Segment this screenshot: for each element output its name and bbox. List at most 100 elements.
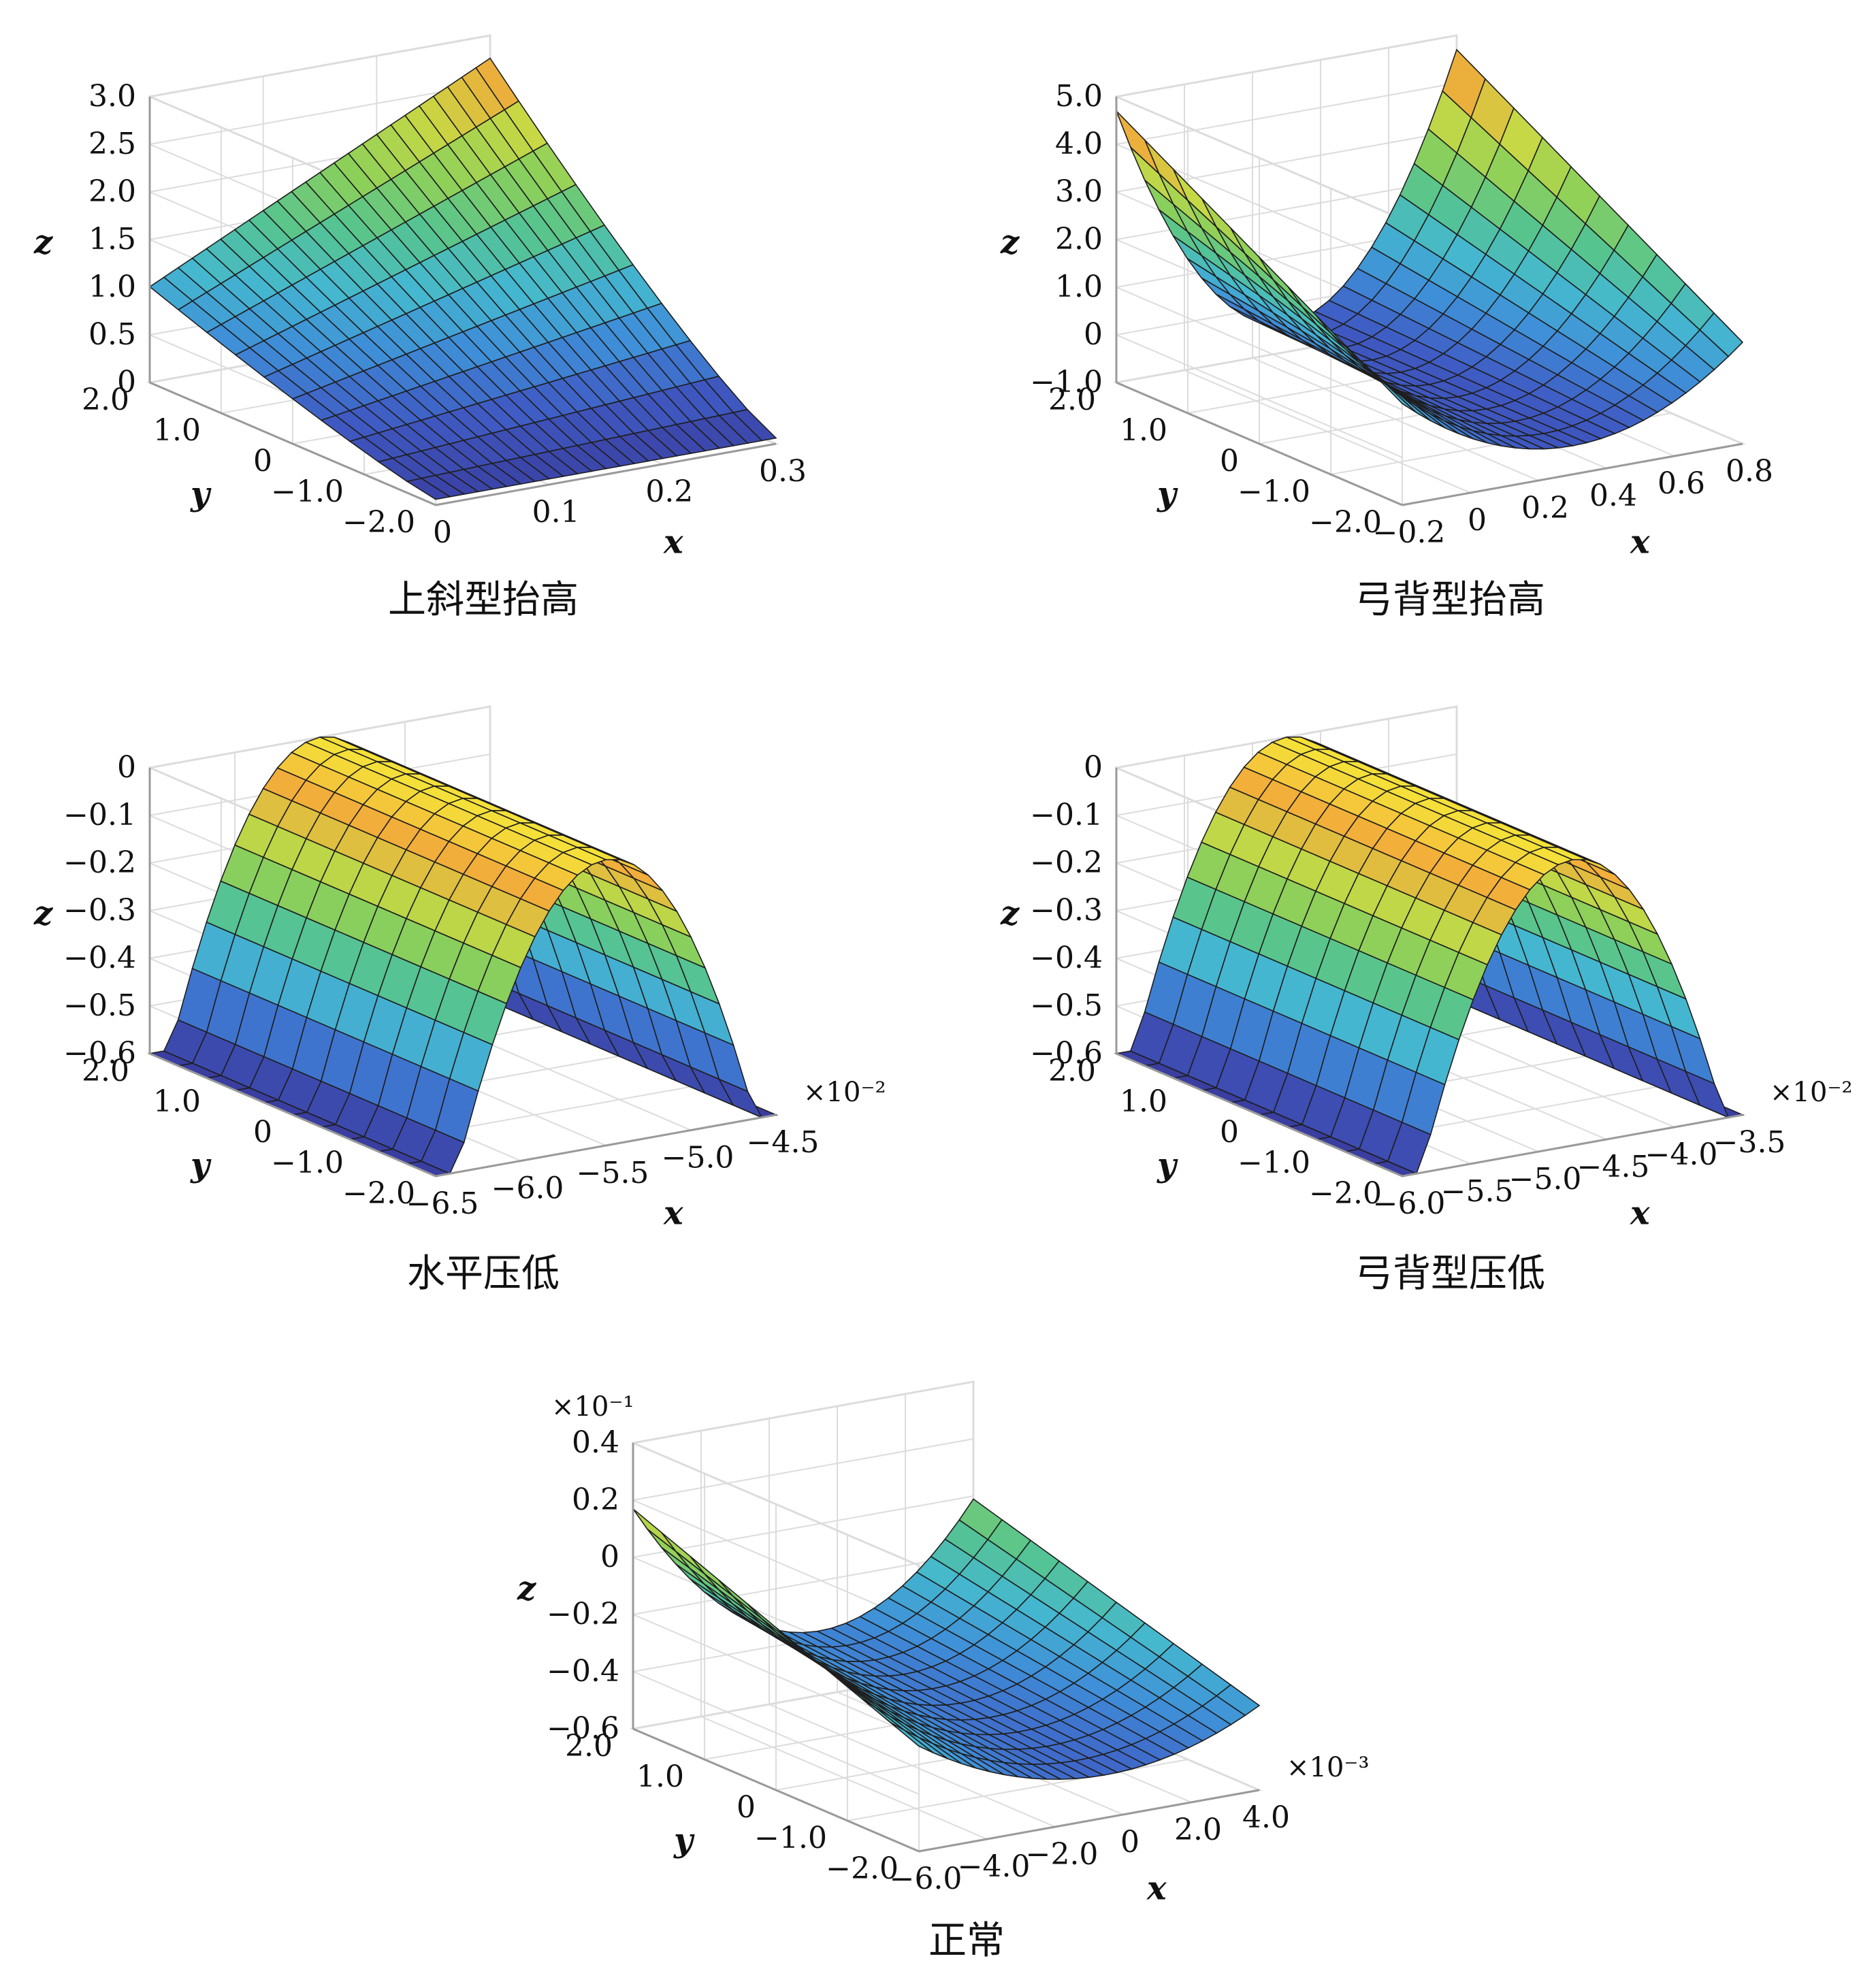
- x-tick-label: 0.6: [1657, 466, 1705, 501]
- grid-line: [632, 1438, 974, 1501]
- z-tick-label: 0: [117, 750, 136, 785]
- x-tick-label: −6.0: [491, 1171, 564, 1206]
- z-tick-label: −0.3: [1030, 893, 1103, 928]
- y-tick-label: −1.0: [1238, 1146, 1310, 1180]
- z-axis-label: z: [1000, 894, 1020, 932]
- x-tick-label: 0.4: [1589, 478, 1637, 513]
- x-tick-label: −6.0: [890, 1862, 963, 1896]
- axis-line: [1402, 442, 1743, 506]
- surface-plot-5: −6.0−4.0−2.0 0 2.0 4.02.01.00−1.0−2.0−0.6−0…: [517, 1380, 1370, 1963]
- z-tick-label: 2.5: [88, 127, 136, 161]
- z-tick-label: −0.2: [63, 845, 136, 880]
- y-tick-label: 0: [1220, 444, 1239, 478]
- y-tick-label: −2.0: [342, 505, 415, 540]
- y-tick-label: 0: [253, 1115, 272, 1150]
- axis-line: [632, 1727, 920, 1853]
- z-tick-label: −0.2: [547, 1597, 619, 1631]
- grid-line: [149, 82, 491, 145]
- y-tick-label: −2.0: [1309, 505, 1382, 540]
- y-axis-label: y: [1157, 1146, 1178, 1184]
- surface-mesh: [632, 1498, 1261, 1780]
- y-tick-label: 2.0: [1048, 1054, 1096, 1088]
- x-tick-label: −6.5: [406, 1186, 479, 1221]
- x-tick-label: −6.0: [1373, 1186, 1446, 1221]
- z-tick-label: −0.5: [63, 988, 136, 1023]
- y-tick-label: −1.0: [271, 1146, 344, 1180]
- grid-line: [632, 1614, 920, 1738]
- surface-mesh: [148, 57, 777, 500]
- y-tick-label: 2.0: [565, 1729, 613, 1764]
- z-tick-label: −0.5: [1030, 988, 1103, 1023]
- axes-frame: [148, 768, 777, 1178]
- x-tick-label: −5.5: [1441, 1174, 1514, 1209]
- x-tick-label: −4.5: [747, 1125, 820, 1160]
- axes-frame: [1115, 768, 1743, 1178]
- x-tick-label: −4.0: [1645, 1137, 1718, 1172]
- y-tick-label: 2.0: [82, 1054, 129, 1088]
- x-tick-label: 0: [1120, 1825, 1139, 1860]
- z-axis-label: z: [517, 1570, 537, 1608]
- axes-frame: [1115, 97, 1743, 506]
- axis-line: [149, 381, 436, 506]
- x-exponent-label: ×10⁻²: [803, 1077, 886, 1108]
- y-tick-label: −1.0: [1238, 474, 1310, 509]
- z-tick-label: 1.5: [88, 222, 136, 257]
- y-tick-label: 0: [737, 1790, 756, 1825]
- grid-line: [1116, 334, 1403, 458]
- grid-line: [632, 1553, 974, 1615]
- z-tick-label: 0: [1084, 750, 1103, 785]
- z-tick-label: 0: [600, 1540, 619, 1574]
- axis-line: [1116, 381, 1403, 506]
- z-tick-label: −0.6: [63, 1036, 136, 1071]
- x-axis-label: x: [1146, 1870, 1167, 1908]
- panel-caption: 水平压低: [407, 1252, 560, 1296]
- x-axis-label: x: [663, 1195, 684, 1233]
- grid-line: [1116, 287, 1403, 410]
- z-tick-label: 0: [117, 365, 136, 400]
- axis-line: [1116, 1052, 1403, 1178]
- z-tick-label: 3.0: [1055, 174, 1103, 209]
- z-tick-label: −0.6: [1030, 1036, 1103, 1071]
- z-tick-label: 0.5: [88, 317, 136, 352]
- z-tick-label: −1.0: [1030, 365, 1103, 400]
- y-tick-label: 1.0: [1120, 413, 1167, 448]
- y-tick-label: −1.0: [754, 1821, 827, 1855]
- y-tick-label: −2.0: [342, 1176, 415, 1211]
- y-tick-label: 1.0: [153, 1084, 201, 1119]
- x-tick-label: −4.0: [958, 1849, 1031, 1884]
- panel-caption: 上斜型抬高: [388, 578, 579, 622]
- y-tick-label: −2.0: [826, 1851, 899, 1886]
- z-axis-label: z: [33, 223, 54, 261]
- panel-caption: 正常: [928, 1919, 1005, 1963]
- axes-frame: [632, 1443, 1260, 1853]
- z-tick-label: −0.6: [547, 1711, 619, 1746]
- y-tick-label: 1.0: [1120, 1084, 1167, 1119]
- z-tick-label: 0.4: [572, 1425, 619, 1460]
- x-tick-label: 4.0: [1242, 1800, 1290, 1835]
- z-exponent-label: ×10⁻¹: [551, 1391, 634, 1423]
- surface-mesh: [1116, 48, 1744, 450]
- grid-line: [149, 35, 491, 97]
- y-tick-label: 1.0: [153, 413, 201, 448]
- x-tick-label: 0.3: [759, 454, 807, 489]
- x-tick-label: −5.5: [577, 1156, 649, 1190]
- axis-line: [149, 1052, 436, 1178]
- y-axis-label: y: [1157, 475, 1178, 513]
- y-tick-label: 2.0: [1048, 383, 1096, 417]
- x-tick-label: 0: [433, 515, 452, 550]
- x-axis-label: x: [1630, 1195, 1651, 1233]
- x-tick-label: 0: [1468, 503, 1487, 538]
- y-tick-label: −1.0: [271, 474, 344, 509]
- y-axis-label: y: [190, 475, 212, 513]
- panel-caption: 弓背型压低: [1355, 1252, 1545, 1296]
- z-axis-label: z: [33, 894, 54, 932]
- x-tick-label: 0.2: [645, 474, 693, 509]
- surface-patch: [890, 1721, 934, 1753]
- grid-line: [1116, 96, 1403, 220]
- x-exponent-label: ×10⁻³: [1287, 1752, 1370, 1783]
- x-tick-label: −3.5: [1713, 1125, 1786, 1160]
- x-tick-label: −5.0: [662, 1141, 734, 1175]
- surface-plot-2: −0.2 0 0.2 0.4 0.6 0.82.01.00−1.0−2.0−1.001.0…: [1000, 34, 1773, 622]
- axis-line: [435, 1114, 777, 1178]
- y-tick-label: −2.0: [1309, 1176, 1382, 1211]
